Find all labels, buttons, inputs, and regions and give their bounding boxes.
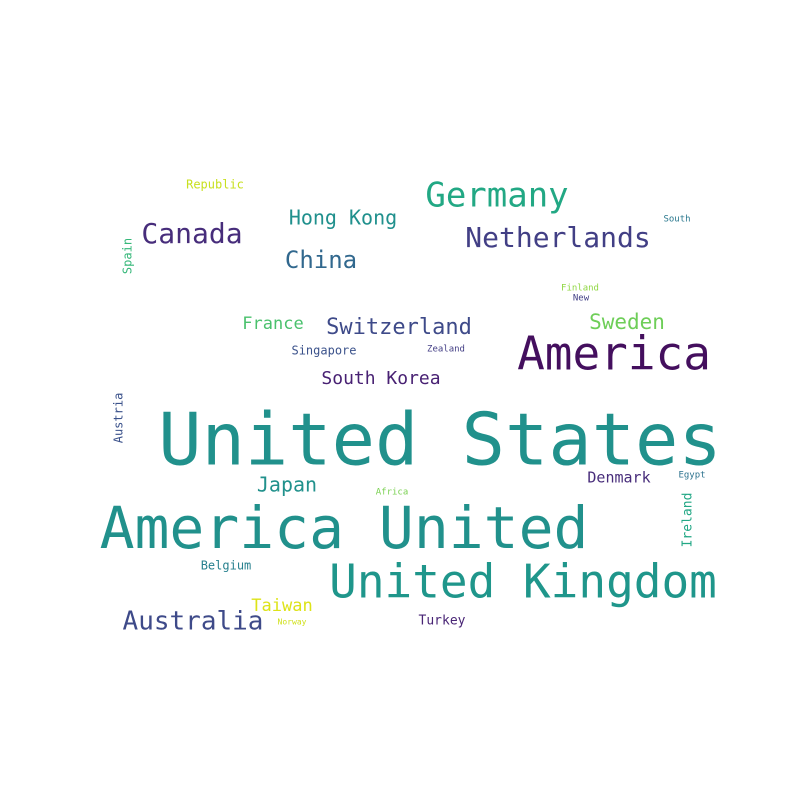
word-united-kingdom: United Kingdom [329, 555, 717, 609]
word-zealand: Zealand [427, 345, 465, 355]
word-switzerland: Switzerland [326, 315, 472, 340]
word-egypt: Egypt [678, 471, 705, 481]
word-australia: Australia [123, 607, 264, 637]
word-china: China [285, 246, 357, 274]
word-norway: Norway [278, 618, 307, 627]
word-hong-kong: Hong Kong [289, 206, 397, 230]
word-spain: Spain [121, 238, 135, 274]
word-belgium: Belgium [201, 559, 252, 573]
word-turkey: Turkey [419, 614, 466, 629]
word-canada: Canada [141, 217, 242, 250]
word-new: New [573, 294, 590, 304]
word-united-states: United States [158, 398, 722, 482]
word-singapore: Singapore [291, 344, 356, 358]
word-africa: Africa [376, 488, 409, 498]
word-netherlands: Netherlands [465, 221, 650, 254]
word-austria: Austria [112, 393, 126, 444]
word-south: South [663, 215, 690, 225]
word-republic: Republic [186, 178, 244, 192]
word-germany: Germany [425, 176, 568, 216]
word-america-united: America United [100, 494, 589, 562]
word-finland: Finland [561, 284, 599, 294]
word-america: America [517, 327, 711, 381]
word-sweden: Sweden [589, 310, 665, 334]
word-japan: Japan [257, 473, 317, 497]
word-ireland: Ireland [681, 493, 696, 548]
word-denmark: Denmark [587, 469, 650, 487]
word-france: France [242, 314, 303, 334]
word-taiwan: Taiwan [251, 596, 312, 616]
word-south-korea: South Korea [321, 368, 440, 389]
